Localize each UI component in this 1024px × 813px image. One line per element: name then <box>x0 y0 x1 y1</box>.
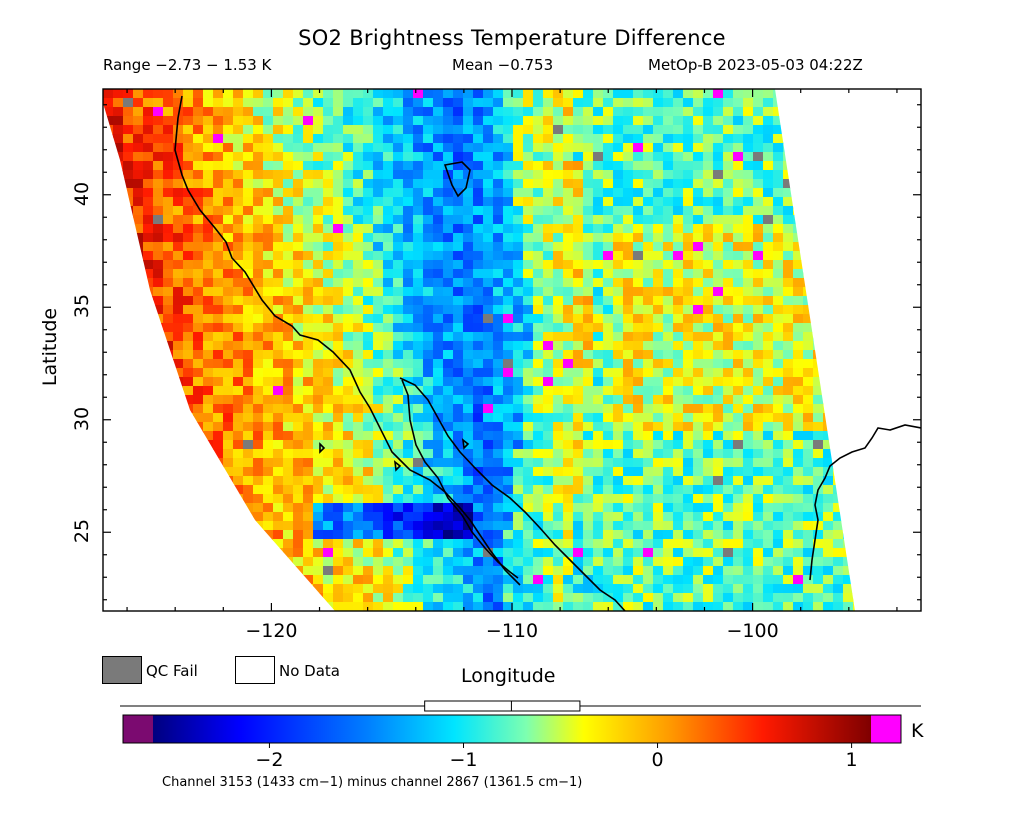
coastline <box>174 95 921 611</box>
colorbar-tick-label: 1 <box>845 749 858 771</box>
island-1 <box>393 460 402 472</box>
island-2 <box>319 442 326 454</box>
colorbar-frame <box>122 714 902 744</box>
gulf-coast-texas <box>809 424 921 581</box>
x-axis-label: Longitude <box>461 665 556 687</box>
chart-title: SO2 Brightness Temperature Difference <box>298 26 726 50</box>
axis-ticks <box>103 89 921 611</box>
x-tick-label: −100 <box>726 620 779 642</box>
baja-peninsula-inner <box>401 379 519 579</box>
pacific-coastline <box>174 95 521 586</box>
gulf-of-california-coast <box>399 377 626 611</box>
lake-outline <box>443 161 471 198</box>
colorbar-tick-label: −2 <box>255 749 284 771</box>
y-axis-label: Latitude <box>39 307 61 387</box>
colorbar-tick-label: 0 <box>651 749 664 771</box>
satellite-timestamp: MetOp-B 2023-05-03 04:22Z <box>648 56 863 74</box>
colorbar-under-swatch <box>123 715 153 743</box>
qc-fail-swatch <box>102 656 142 684</box>
swath-heatmap <box>103 89 855 611</box>
qc-fail-label: QC Fail <box>146 662 198 680</box>
colorbar-over-swatch <box>871 715 901 743</box>
colorbar-ticks <box>268 743 853 748</box>
island-3 <box>461 438 470 450</box>
y-tick-label: 40 <box>71 181 93 206</box>
no-data-label: No Data <box>279 662 340 680</box>
mean-stat: Mean −0.753 <box>452 56 554 74</box>
colorbar-iqr-box <box>424 700 581 712</box>
colorbar-gradient <box>153 715 871 743</box>
range-stat: Range −2.73 − 1.53 K <box>103 56 272 74</box>
no-data-swatch <box>235 656 275 684</box>
colorbar-unit: K <box>911 720 924 742</box>
y-tick-label: 35 <box>71 294 93 319</box>
y-tick-label: 30 <box>71 406 93 431</box>
x-tick-label: −120 <box>245 620 298 642</box>
colorbar-tick-label: −1 <box>449 749 478 771</box>
y-tick-label: 25 <box>71 519 93 544</box>
x-tick-label: −110 <box>485 620 539 642</box>
channel-footnote: Channel 3153 (1433 cm−1) minus channel 2… <box>162 775 583 790</box>
